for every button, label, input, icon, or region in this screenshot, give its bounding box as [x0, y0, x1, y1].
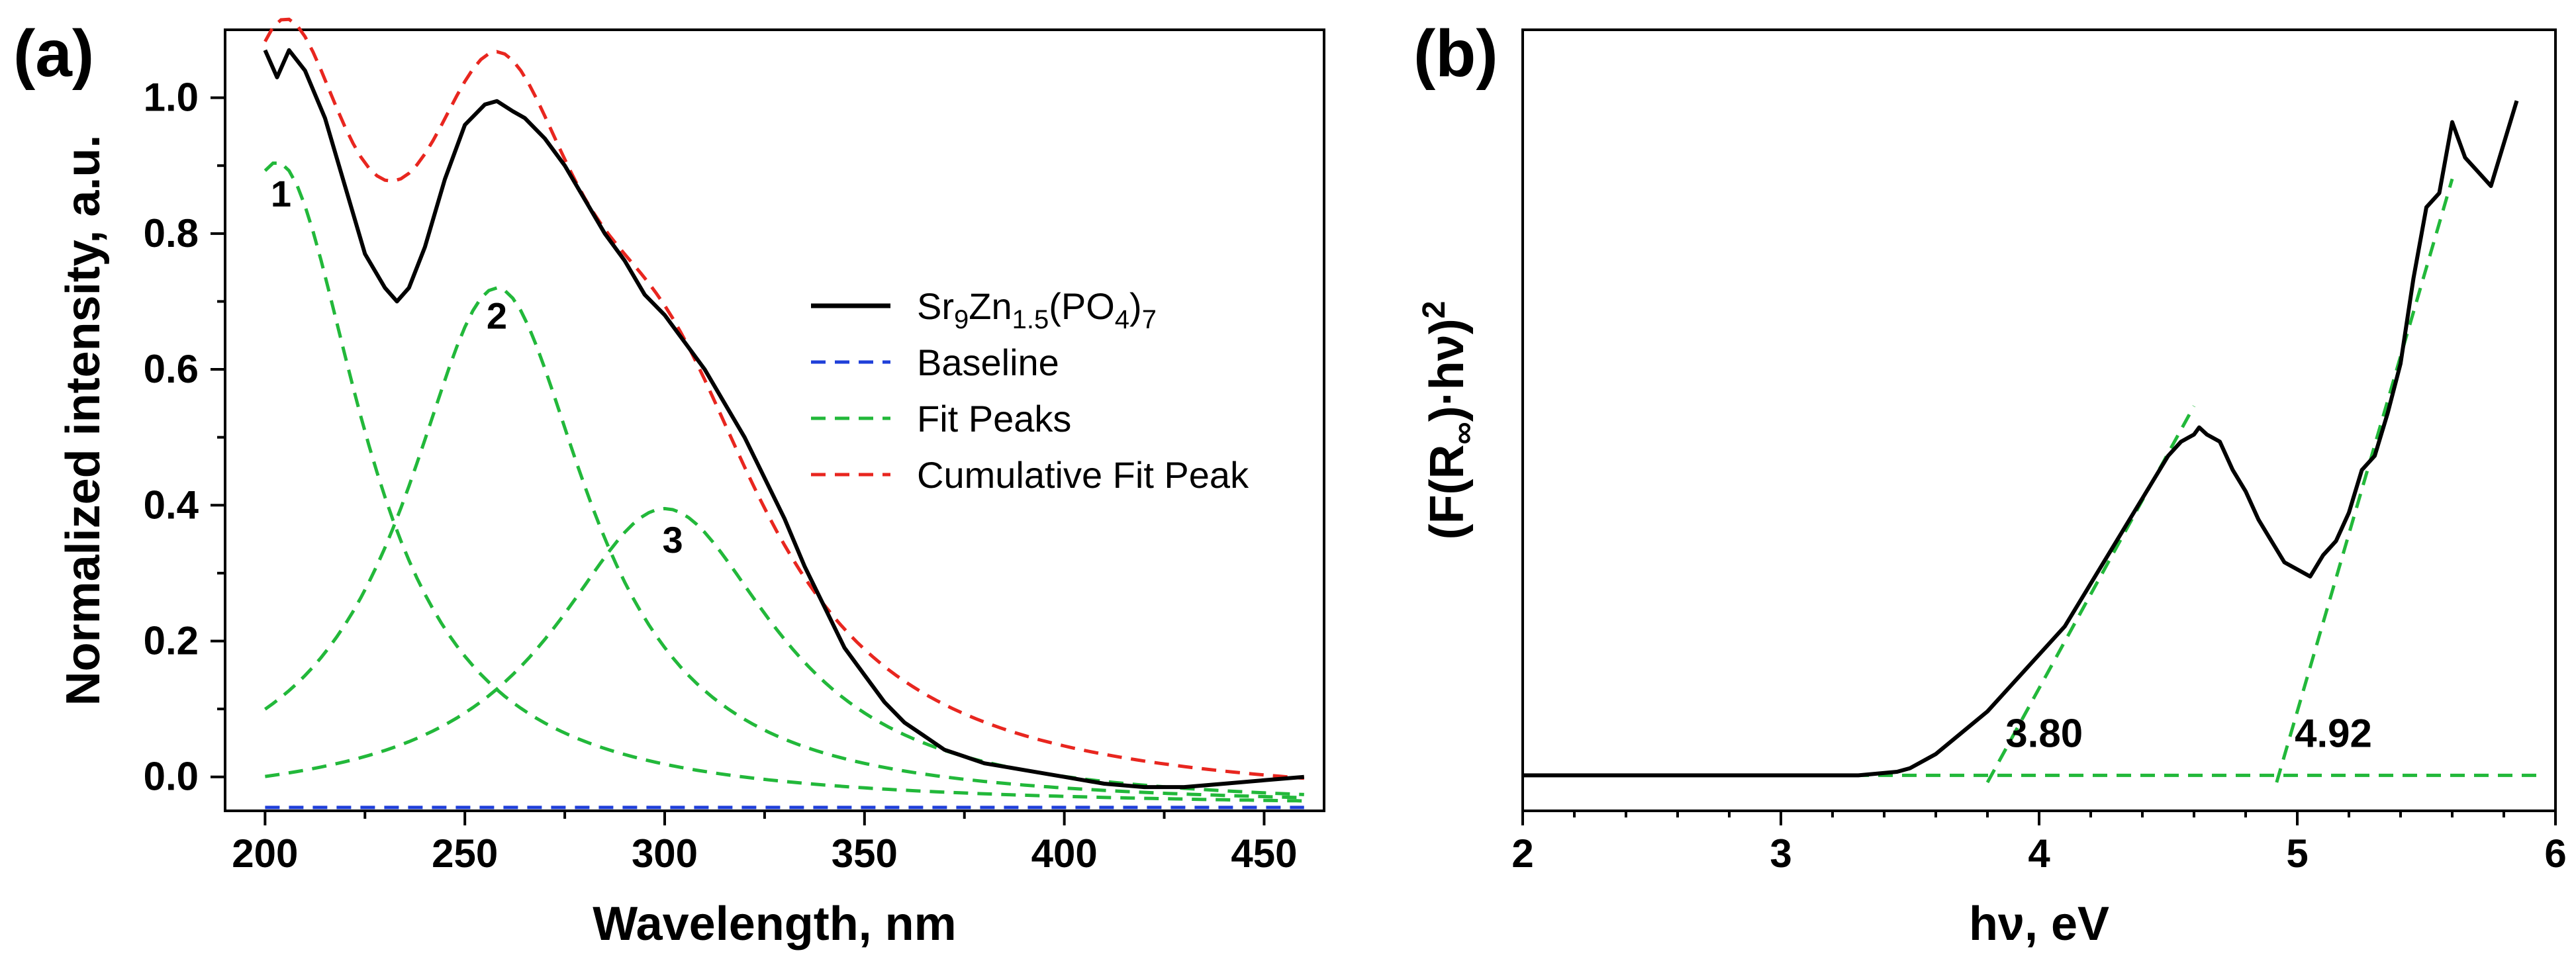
b-x-tick-label: 6 [2544, 831, 2566, 876]
bandgap-label-2: 4.92 [2295, 711, 2372, 755]
fit-peak-3 [265, 506, 1304, 796]
panel-a-y-ticks: 0.0 0.2 0.4 0.6 0.8 1.0 [144, 75, 225, 799]
b-x-tick-label: 2 [1511, 831, 1533, 876]
a-y-tick-label: 0.0 [144, 755, 199, 799]
a-x-tick-label: 300 [632, 831, 698, 876]
b-x-tick-label: 3 [1770, 831, 1791, 876]
a-y-tick-label: 1.0 [144, 75, 199, 120]
panel-a: (a) 200 250 300 350 400 450 0.0 0.2 0.4 0.6 0.8 1.… [13, 17, 1325, 950]
peak-label-2: 2 [487, 295, 507, 336]
bandgap-label-1: 3.80 [2005, 711, 2083, 755]
peak-label-3: 3 [662, 519, 683, 561]
panel-a-label: (a) [13, 17, 94, 91]
legend-fit-peaks-label: Fit Peaks [917, 398, 1071, 440]
panel-b-series [1523, 100, 2543, 784]
legend-sample-label: Sr9Zn1.5(PO4)7 [917, 285, 1157, 334]
panel-a-legend: Sr9Zn1.5(PO4)7 Baseline Fit Peaks Cumula… [811, 285, 1249, 496]
a-y-tick-label: 0.2 [144, 618, 199, 663]
panel-b-x-ticks: 2 3 4 5 6 [1511, 811, 2567, 876]
panel-b-label: (b) [1413, 17, 1498, 91]
a-y-tick-label: 0.6 [144, 347, 199, 391]
legend-cumulative-label: Cumulative Fit Peak [917, 454, 1249, 496]
fit-peak-2 [263, 286, 1304, 800]
a-x-tick-label: 250 [432, 831, 498, 876]
panel-b: (b) 2 3 4 5 6 3.80 4.92 hν, eV (F(R∞)·hν)2 [1413, 17, 2567, 950]
a-x-tick-label: 350 [832, 831, 898, 876]
fit-peak-1 [263, 162, 1304, 803]
panel-a-series [263, 17, 1305, 810]
a-x-tick-label: 400 [1031, 831, 1098, 876]
panel-a-plot-area [224, 28, 1325, 812]
panel-a-x-axis-title: Wavelength, nm [593, 898, 956, 950]
peak-label-1: 1 [271, 173, 291, 214]
panel-a-peak-labels: 1 2 3 [271, 173, 683, 561]
panel-b-y-axis-title: (F(R∞)·hν)2 [1417, 301, 1481, 540]
panel-b-plot-area [1521, 28, 2557, 812]
b-x-tick-label: 5 [2286, 831, 2308, 876]
panel-a-x-ticks: 200 250 300 350 400 450 [232, 811, 1298, 876]
panel-b-annotations: 3.80 4.92 [2005, 711, 2372, 755]
b-x-tick-label: 4 [2028, 831, 2050, 876]
panel-a-y-axis-title: Normalized intensity, a.u. [57, 135, 110, 706]
cumulative-fit-line [263, 17, 1304, 780]
a-x-tick-label: 450 [1231, 831, 1297, 876]
absorption-curve [1523, 100, 2519, 778]
legend-baseline-label: Baseline [917, 342, 1059, 383]
a-x-tick-label: 200 [232, 831, 298, 876]
spectrum-line [263, 48, 1305, 790]
a-y-tick-label: 0.8 [144, 211, 199, 255]
a-y-tick-label: 0.4 [144, 483, 199, 527]
tangent-line-2 [2275, 178, 2454, 783]
panel-b-x-axis-title: hν, eV [1969, 898, 2109, 950]
